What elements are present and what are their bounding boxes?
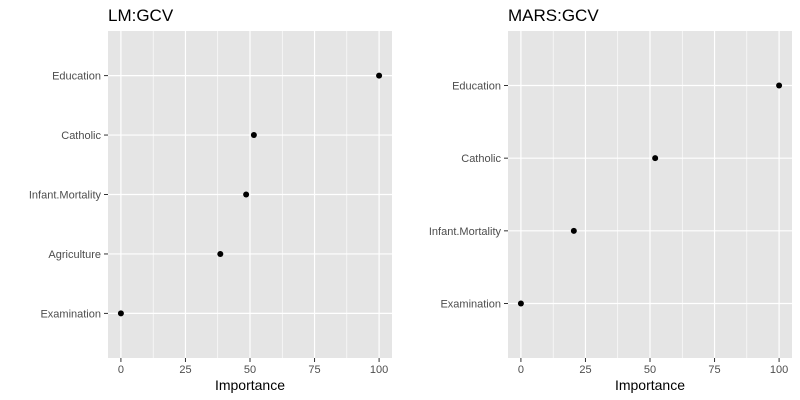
lm-y-tick-label: Agriculture bbox=[48, 249, 101, 261]
lm-y-tick-label: Education bbox=[52, 71, 101, 83]
mars-x-tick-label: 50 bbox=[644, 364, 656, 376]
mars-point-education bbox=[776, 82, 783, 89]
mars-x-tick-label: 25 bbox=[579, 364, 591, 376]
mars-x-tick-label: 0 bbox=[518, 364, 524, 376]
mars-y-tick-label: Education bbox=[452, 81, 501, 93]
lm-y-tick-label: Examination bbox=[40, 308, 101, 320]
lm-x-tick-label: 100 bbox=[370, 364, 388, 376]
mars-point-infant-mortality bbox=[570, 227, 577, 234]
lm-x-axis-title: Importance bbox=[215, 377, 285, 393]
lm-x-tick-label: 50 bbox=[244, 364, 256, 376]
lm-gcv-panel: 0 25 50 75 100 Education Catholic Infant.Mortal… bbox=[29, 6, 392, 393]
lm-x-tick-label: 75 bbox=[308, 364, 320, 376]
lm-point-examination bbox=[117, 310, 124, 317]
lm-y-tick-label: Catholic bbox=[61, 130, 101, 142]
mars-point-catholic bbox=[652, 155, 659, 162]
mars-y-tick-label: Infant.Mortality bbox=[429, 226, 502, 238]
mars-x-tick-label: 75 bbox=[708, 364, 720, 376]
mars-point-examination bbox=[517, 300, 524, 307]
mars-panel-title: MARS:GCV bbox=[508, 6, 599, 25]
mars-y-tick-label: Examination bbox=[440, 299, 501, 311]
lm-panel-title: LM:GCV bbox=[108, 6, 174, 25]
lm-x-tick-label: 25 bbox=[179, 364, 191, 376]
lm-point-education bbox=[376, 72, 383, 79]
lm-y-tick-label: Infant.Mortality bbox=[29, 190, 102, 202]
mars-gcv-panel: 0 25 50 75 100 Education Catholic Infant.Mortal… bbox=[429, 6, 792, 393]
lm-point-infant-mortality bbox=[243, 191, 250, 198]
lm-point-catholic bbox=[250, 132, 257, 139]
lm-x-tick-label: 0 bbox=[118, 364, 124, 376]
lm-point-agriculture bbox=[217, 250, 224, 257]
mars-x-tick-label: 100 bbox=[770, 364, 788, 376]
mars-y-tick-label: Catholic bbox=[461, 153, 501, 165]
mars-x-axis-title: Importance bbox=[615, 377, 685, 393]
